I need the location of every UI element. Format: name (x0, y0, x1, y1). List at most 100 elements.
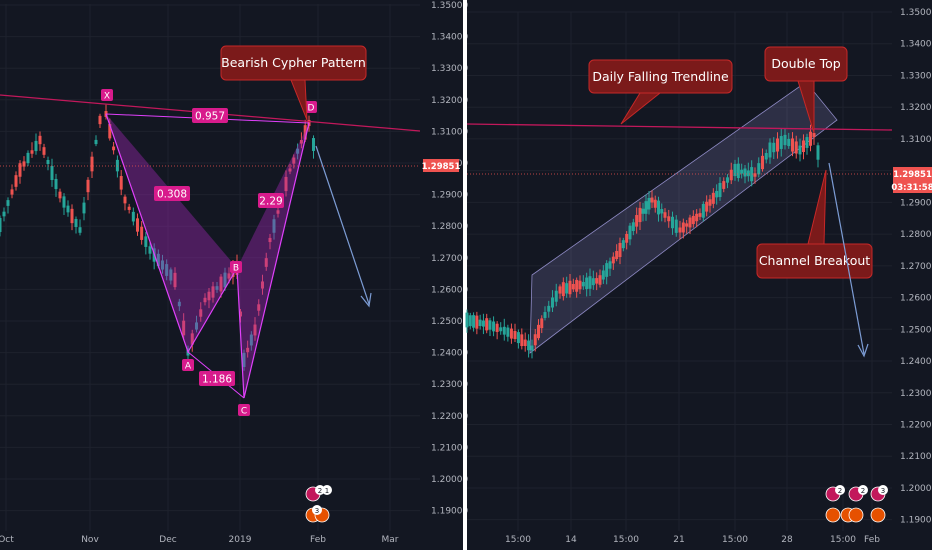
y-tick-label: 1.28000 (900, 230, 932, 240)
candle-body (575, 279, 579, 292)
point-x: X (101, 89, 113, 102)
candle-body (30, 150, 34, 154)
candle-body (488, 320, 492, 330)
right-price-axis[interactable]: 1.350001.340001.330001.320001.310001.300… (900, 8, 932, 526)
left-chart-panel[interactable]: 0.957 0.308 1.186 2.29 X A B C (0, 1, 468, 545)
candle-body (547, 305, 551, 312)
y-tick-label: 1.31000 (431, 127, 468, 137)
candle-body (805, 137, 809, 148)
candle-body (715, 190, 719, 198)
candle-body (561, 282, 565, 297)
svg-text:2: 2 (838, 487, 842, 495)
svg-text:1.186: 1.186 (202, 374, 232, 386)
candle-body (588, 276, 592, 289)
candle-body (783, 134, 787, 146)
y-tick-label: 1.35000 (900, 8, 932, 18)
candle-body (761, 155, 764, 170)
left-time-axis[interactable]: Oct Nov Dec 2019 Feb Mar (0, 535, 399, 545)
candle-body (42, 147, 46, 155)
y-tick-label: 1.29000 (900, 198, 932, 208)
candle-body (540, 318, 544, 329)
left-event-badges[interactable]: 2 1 3 (305, 485, 332, 523)
right-event-badges[interactable]: 2 2 3 (825, 485, 888, 523)
candle-body (568, 280, 572, 295)
candle-body (660, 209, 664, 214)
candle-body (768, 142, 772, 158)
candle-body (641, 208, 645, 214)
x-tick-label: 2019 (229, 535, 252, 545)
y-tick-label: 1.34000 (900, 40, 932, 50)
candle-body (554, 290, 558, 302)
candle-body (161, 260, 164, 270)
candle-body (650, 197, 654, 203)
svg-text:1.29851: 1.29851 (893, 170, 932, 180)
x-tick-label: Dec (159, 535, 176, 545)
y-tick-label: 1.31000 (900, 135, 932, 145)
y-tick-label: 1.27000 (431, 254, 468, 264)
svg-text:X: X (104, 92, 110, 102)
candle-body (58, 191, 62, 199)
candle-body (478, 319, 482, 327)
candle-body (779, 136, 783, 149)
candle-body (772, 142, 776, 153)
y-tick-label: 1.23000 (900, 389, 932, 399)
svg-text:Daily Falling Trendline: Daily Falling Trendline (592, 69, 729, 84)
candle-body (601, 270, 605, 280)
candle-body (635, 215, 639, 227)
point-d: D (305, 101, 317, 114)
candle-body (199, 309, 203, 317)
point-c: C (238, 404, 250, 417)
candle-body (165, 264, 169, 276)
candle-body (565, 283, 569, 294)
svg-text:A: A (185, 362, 192, 372)
candle-body (481, 320, 485, 327)
candle-body (711, 192, 715, 204)
y-tick-label: 1.19000 (431, 507, 468, 517)
candle-body (38, 135, 42, 145)
candle-body (667, 216, 671, 222)
y-tick-label: 1.26000 (431, 285, 468, 295)
candle-body (688, 217, 692, 228)
candle-body (86, 179, 90, 193)
candle-body (62, 196, 66, 208)
candle-body (794, 141, 798, 154)
candle-body (791, 138, 794, 152)
callout-daily-falling-trendline: Daily Falling Trendline (588, 59, 733, 125)
candle-body (54, 178, 58, 190)
x-tick-label: Mar (382, 535, 399, 545)
candle-body (726, 177, 729, 183)
x-tick-label: Nov (81, 535, 99, 545)
right-time-axis[interactable]: 15:00 14 15:00 21 15:00 28 15:00 Feb (505, 535, 880, 545)
candle-body (239, 311, 242, 317)
candle-body (211, 286, 215, 298)
candle-body (485, 318, 489, 331)
candle-body (182, 320, 186, 336)
candle-body (516, 332, 520, 344)
candle-body (537, 324, 540, 339)
y-tick-label: 1.23000 (431, 380, 468, 390)
candle-body (581, 281, 585, 287)
candle-body (70, 208, 74, 224)
candle-body (618, 242, 622, 258)
svg-text:3: 3 (881, 487, 885, 495)
candle-body (787, 138, 791, 147)
candle-body (6, 200, 10, 206)
candle-body (261, 281, 264, 289)
y-tick-label: 1.26000 (900, 294, 932, 304)
candle-body (746, 170, 750, 177)
svg-text:Channel Breakout: Channel Breakout (759, 253, 870, 268)
candle-body (264, 258, 268, 267)
candle-body (595, 278, 599, 284)
candle-body (207, 291, 211, 301)
candle-body (598, 275, 602, 285)
candle-body (299, 140, 303, 144)
left-projection-arrow (315, 145, 372, 308)
candle-body (34, 140, 38, 152)
candle-body (499, 327, 503, 332)
candle-body (123, 196, 127, 204)
svg-text:D: D (308, 104, 315, 114)
y-tick-label: 1.22000 (900, 420, 932, 430)
right-chart-panel[interactable]: Daily Falling Trendline Double Top Chann… (465, 8, 932, 545)
svg-text:Bearish Cypher Pattern: Bearish Cypher Pattern (221, 55, 366, 70)
candle-body (136, 218, 139, 232)
